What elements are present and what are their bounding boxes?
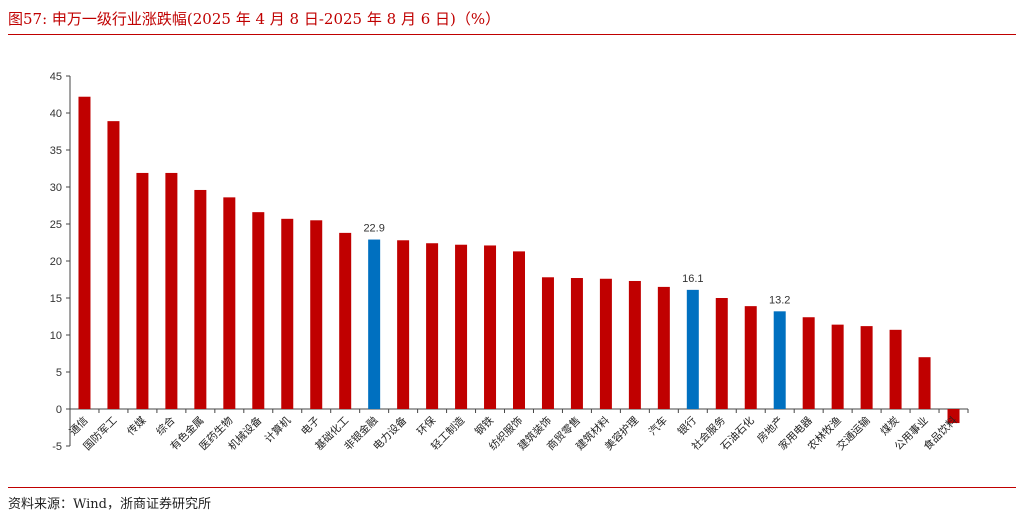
bar [107,121,120,409]
x-tick-label: 环保 [414,414,438,438]
bar [889,329,902,409]
bar [773,311,786,409]
x-tick-label: 银行 [675,414,699,438]
bar [165,172,178,409]
title-divider [8,34,1016,35]
x-tick-label: 电子 [298,414,322,438]
bar [252,212,265,409]
bar [397,240,410,409]
bar [831,324,844,409]
bar [136,172,149,409]
y-tick-label: 15 [50,293,62,305]
bar [281,218,294,409]
bar [78,96,91,409]
x-tick-label: 综合 [153,414,177,438]
bar [541,277,554,409]
source-divider [8,487,1016,488]
y-tick-label: 45 [50,71,62,83]
source-note: 资料来源：Wind，浙商证券研究所 [8,497,211,512]
y-tick-label: 30 [50,182,62,194]
y-tick-label: -5 [52,441,62,453]
bar [455,244,468,409]
y-tick-label: 35 [50,145,62,157]
x-tick-label: 计算机 [262,414,294,446]
x-tick-label: 钢铁 [472,414,496,438]
bar [194,189,207,409]
bar [368,239,381,409]
bar [426,243,439,409]
bar [744,306,757,409]
bar [339,232,352,409]
data-label: 13.2 [769,294,790,306]
bar [918,357,931,409]
y-tick-label: 40 [50,108,62,120]
chart-title: 图57: 申万一级行业涨跌幅(2025 年 4 月 8 日-2025 年 8 月… [8,10,501,28]
bar [628,280,641,409]
bar [513,251,525,409]
y-tick-label: 25 [50,219,62,231]
data-label: 22.9 [363,223,384,235]
bar [484,245,497,409]
y-tick-label: 5 [56,367,62,379]
bar [599,278,612,409]
bar [570,278,583,409]
bar [223,197,236,409]
x-tick-label: 通信 [67,415,90,438]
bar [802,317,815,409]
x-tick-label: 汽车 [646,414,670,438]
x-tick-label: 煤炭 [878,414,902,438]
y-tick-label: 10 [50,330,62,342]
bar [860,326,873,409]
bar [310,220,323,409]
bar [686,289,699,409]
data-label: 16.1 [682,273,703,285]
x-tick-label: 传媒 [124,414,148,438]
y-tick-label: 20 [50,256,62,268]
bar [947,409,960,424]
bar [657,286,670,409]
y-tick-label: 0 [56,404,62,416]
bar [715,298,728,409]
